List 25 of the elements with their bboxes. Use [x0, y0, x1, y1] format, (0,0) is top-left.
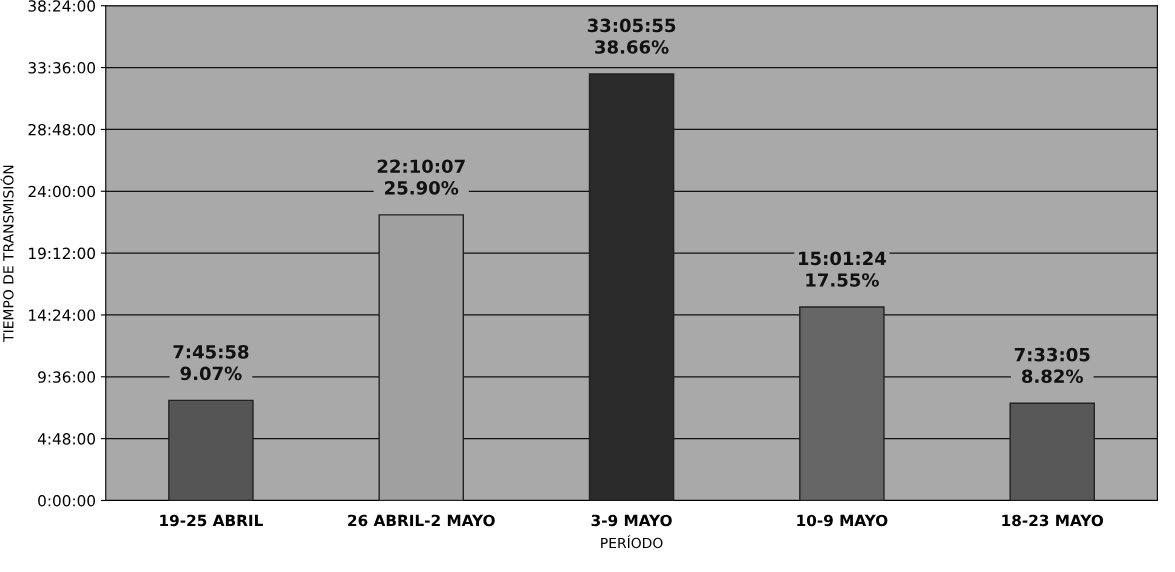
annotation: 7:45:58 9.07%	[173, 344, 249, 381]
y-tick-label: 0:00:00	[38, 494, 96, 507]
bar	[1009, 402, 1095, 501]
x-tick-label: 18-23 MAYO	[1002, 514, 1104, 527]
y-tick-label: 33:36:00	[28, 62, 96, 74]
x-tick-label: 3-9 MAYO	[591, 514, 672, 527]
x-axis-title: PERÍODO	[601, 535, 663, 549]
annotation: 22:10:07 25.90%	[377, 159, 465, 195]
y-tick-label: 24:00:00	[28, 185, 96, 198]
annotation: 7:33:05 8.82%	[1014, 347, 1090, 384]
annotation: 33:05:55 38.66%	[587, 18, 676, 54]
bar	[588, 73, 675, 501]
y-tick-label: 28:48:00	[28, 123, 96, 136]
y-tick-label: 19:12:00	[29, 247, 96, 260]
bar	[168, 399, 254, 501]
annotation: 15:01:24 17.55%	[799, 251, 886, 287]
x-tick-label: 10-9 MAYO	[797, 514, 888, 527]
x-tick-label: 26 ABRIL-2 MAYO	[348, 514, 495, 527]
y-tick-label: 9:36:00	[38, 371, 96, 383]
bar	[799, 306, 885, 501]
y-axis-title: TIEMPO DE TRANSMISIÓN	[0, 165, 14, 342]
x-tick-label: 19-25 ABRIL	[160, 514, 263, 527]
y-tick-label: 4:48:00	[37, 433, 96, 445]
y-tick-label: 38:24:00	[28, 0, 96, 12]
y-tick-label: 14:24:00	[29, 309, 96, 321]
